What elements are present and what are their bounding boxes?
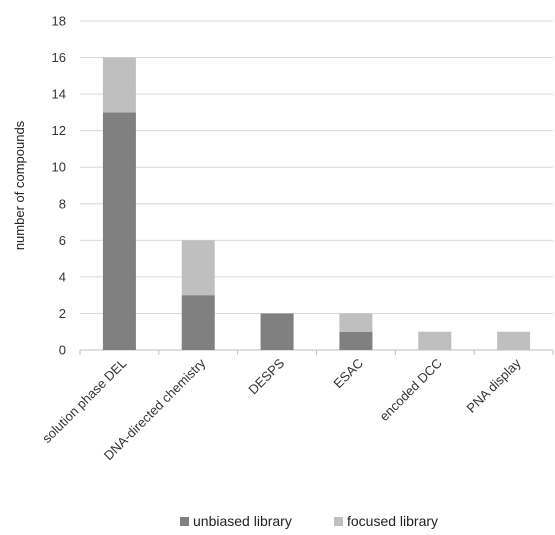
legend-swatch [180, 517, 189, 526]
y-axis-ticks: 0 2 4 6 8 10 12 14 16 18 [52, 14, 66, 358]
y-tick-label: 0 [59, 343, 66, 358]
bar-segment-unbiased [181, 295, 215, 350]
legend-label: focused library [347, 513, 438, 529]
y-tick-label: 4 [59, 269, 66, 284]
y-tick-label: 16 [52, 50, 66, 65]
y-tick-label: 2 [59, 306, 66, 321]
y-tick-label: 18 [52, 14, 66, 29]
y-tick-label: 10 [52, 160, 66, 175]
y-tick-label: 8 [59, 196, 66, 211]
legend-swatch [334, 517, 343, 526]
bar-segment-unbiased [339, 331, 373, 350]
y-tick-label: 6 [59, 233, 66, 248]
gridlines [80, 20, 553, 314]
bar-segment-focused [339, 313, 373, 332]
x-tick-label: PNA display [464, 355, 525, 416]
bar-segment-focused [497, 331, 531, 350]
y-axis-label: number of compounds [12, 120, 27, 250]
bar-segment-focused [181, 240, 215, 296]
legend: unbiased library focused library [180, 513, 438, 529]
x-tick-label: ESAC [330, 356, 366, 392]
legend-label: unbiased library [193, 513, 292, 529]
bar-segment-unbiased [102, 112, 136, 350]
y-tick-label: 14 [52, 87, 66, 102]
bar-segment-focused [102, 57, 136, 113]
y-tick-label: 12 [52, 123, 66, 138]
bar-segment-focused [418, 331, 452, 350]
x-tick-label: DESPS [245, 355, 287, 397]
x-tick-label: solution phase DEL [39, 356, 129, 446]
x-tick-label: encoded DCC [377, 356, 445, 424]
bar-segment-unbiased [260, 313, 294, 350]
bars [102, 57, 531, 350]
